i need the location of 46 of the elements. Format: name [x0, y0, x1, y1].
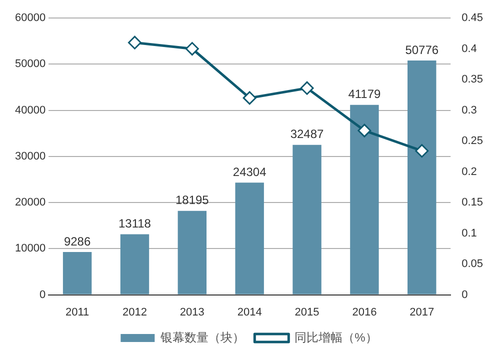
bar: [178, 210, 207, 294]
point: [185, 42, 199, 56]
y2-tick-label: 0.4: [462, 42, 477, 55]
x-tick-label: 2013: [180, 306, 204, 318]
point: [415, 144, 429, 158]
y2-tick-label: 0.15: [462, 196, 484, 209]
y2-tick-label: 0.05: [462, 258, 484, 270]
data-label: 18195: [175, 193, 210, 208]
bar: [350, 104, 379, 294]
x-tick-label: 2012: [122, 306, 147, 318]
point: [358, 124, 372, 138]
x-tick-label: 2016: [352, 306, 377, 318]
legend-label: 银幕数量（块）: [160, 330, 245, 344]
y-tick-label: 60000: [14, 12, 46, 24]
y-tick-label: 30000: [14, 150, 46, 162]
y2-tick-label: 0.2: [462, 166, 477, 178]
bar: [408, 60, 436, 294]
data-label: 13118: [118, 216, 152, 231]
point: [242, 91, 256, 105]
legend-label: 同比增幅（%）: [294, 330, 378, 344]
bar: [120, 234, 150, 294]
x-tick-label: 2011: [65, 306, 90, 318]
y2-tick-label: 0: [462, 288, 468, 301]
x-tick-label: 2015: [294, 306, 320, 318]
y-tick-label: 50000: [14, 58, 46, 70]
y-tick-label: 40000: [14, 104, 46, 116]
y2-tick-label: 0.1: [462, 227, 477, 240]
bar: [235, 182, 264, 294]
y2-tick-label: 0.25: [462, 135, 484, 148]
x-tick-label: 2014: [237, 306, 262, 318]
point: [300, 81, 314, 95]
data-label: 9286: [64, 234, 91, 248]
bar: [62, 252, 92, 294]
data-label: 32487: [290, 127, 324, 142]
data-label: 24304: [232, 164, 267, 179]
y-tick-label: 10000: [14, 242, 46, 255]
x-tick-label: 2017: [410, 306, 434, 318]
data-label: 41179: [348, 87, 382, 102]
y-tick-label: 0: [39, 288, 46, 301]
y2-tick-label: 0.3: [462, 104, 477, 116]
data-label: 50776: [405, 42, 439, 57]
bar: [292, 144, 322, 294]
y2-tick-label: 0.35: [462, 74, 484, 86]
point: [128, 36, 142, 50]
y2-tick-label: 0.45: [462, 12, 484, 24]
y-tick-label: 20000: [14, 196, 46, 209]
